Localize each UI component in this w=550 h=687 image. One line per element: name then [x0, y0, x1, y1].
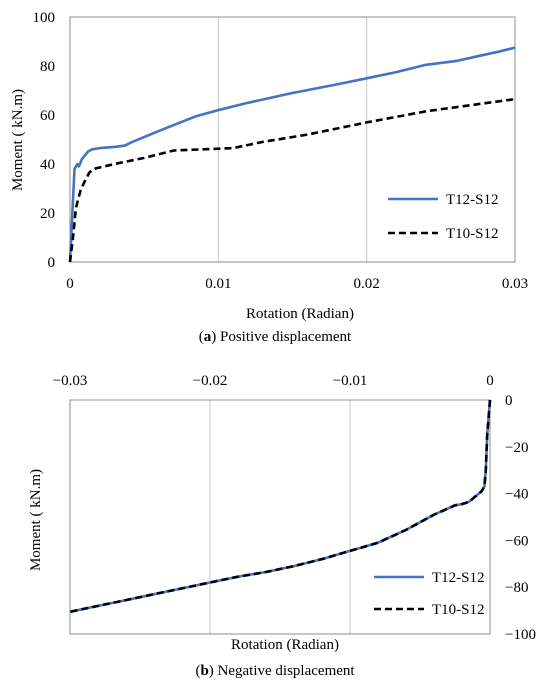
y-tick-label: 60 — [40, 108, 55, 124]
y-tick-label: −100 — [505, 627, 536, 643]
legend-label: T10-S12 — [432, 602, 485, 618]
plot-frame — [69, 399, 491, 635]
legend-label: T12-S12 — [432, 570, 485, 586]
y-tick-label: 100 — [33, 10, 56, 26]
y-tick-label: 20 — [40, 206, 55, 222]
legend-label: T12-S12 — [446, 192, 499, 208]
series-line-t10-s12 — [68, 97, 516, 263]
series-line-t10-s12 — [69, 399, 492, 614]
legend-label: T10-S12 — [446, 226, 499, 242]
x-tick-label: −0.03 — [53, 373, 88, 389]
caption-panel-label: b — [200, 663, 208, 679]
series-line-t12-s12 — [69, 399, 492, 614]
x-tick-label: 0.02 — [354, 276, 380, 292]
x-tick-label: −0.02 — [193, 373, 228, 389]
x-tick-label: 0.01 — [205, 276, 231, 292]
x-tick-label: −0.01 — [333, 373, 368, 389]
caption-panel-label: a — [204, 329, 212, 345]
y-tick-label: 40 — [40, 157, 55, 173]
y-tick-label: 0 — [505, 393, 513, 409]
x-tick-label: 0.03 — [502, 276, 528, 292]
caption-open-paren: ( — [199, 329, 204, 345]
caption-close-paren: ) — [211, 329, 220, 345]
x-axis-title: Rotation (Radian) — [231, 637, 339, 653]
caption-open-paren: ( — [195, 663, 200, 679]
y-tick-label: 80 — [40, 59, 55, 75]
y-axis-title: Moment ( kN.m) — [10, 89, 26, 191]
caption-description: Negative displacement — [218, 663, 356, 679]
figure-caption: (a) Positive displacement — [199, 329, 352, 345]
chart-panel-a: 0 0.01 0.02 0.03 0 20 40 60 80 100 Rotation (Radia… — [10, 10, 528, 345]
series-line-t12-s12 — [68, 46, 516, 263]
y-axis-title: Moment ( kN.m) — [28, 469, 44, 571]
figure-caption: (b) Negative displacement — [195, 663, 355, 679]
caption-description: Positive displacement — [220, 329, 352, 345]
y-tick-label: −60 — [505, 533, 528, 549]
x-tick-label: 0 — [66, 276, 74, 292]
y-tick-label: 0 — [48, 255, 56, 271]
caption-close-paren: ) — [209, 663, 218, 679]
plot-frame — [69, 16, 516, 263]
x-tick-label: 0 — [486, 373, 494, 389]
y-tick-label: −40 — [505, 487, 528, 503]
chart-panel-b: −0.03 −0.02 −0.01 00 −20 −40 −60 −80 −100 Rotatio… — [28, 373, 536, 679]
y-tick-label: −80 — [505, 580, 528, 596]
y-tick-label: −20 — [505, 440, 528, 456]
x-axis-title: Rotation (Radian) — [246, 306, 354, 322]
